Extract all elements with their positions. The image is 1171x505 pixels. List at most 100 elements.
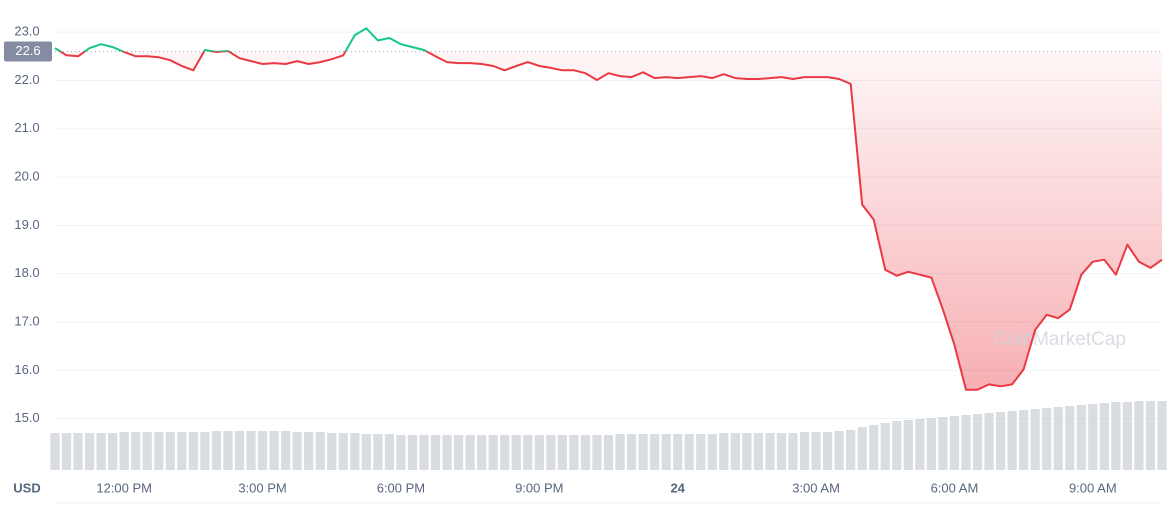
volume-bar (142, 432, 152, 470)
x-tick-label: 6:00 AM (931, 480, 979, 495)
watermark: CoinMarketCap (994, 329, 1126, 350)
price-line (54, 27, 1163, 391)
volume-bar (1134, 401, 1144, 470)
volume-bar (915, 419, 925, 470)
volume-bar (430, 435, 441, 470)
volume-bar (119, 432, 129, 470)
y-tick-label: 16.0 (14, 362, 39, 377)
volume-bar (626, 434, 637, 470)
volume-bar (327, 433, 337, 470)
volume-bar (696, 434, 706, 470)
volume-bar (61, 433, 72, 470)
volume-bar (834, 431, 844, 470)
volume-bar (442, 435, 452, 470)
volume-bar (50, 433, 60, 470)
y-tick-label: 21.0 (14, 120, 39, 135)
volume-bar (1053, 407, 1063, 470)
volume-bar (846, 430, 856, 470)
volume-bar (650, 434, 660, 470)
volume-bar (465, 435, 475, 470)
y-tick-label: 20.0 (14, 169, 39, 184)
volume-bar (995, 412, 1006, 470)
volume-bar (972, 414, 983, 470)
volume-bar (1145, 401, 1156, 470)
y-tick-label: 15.0 (14, 410, 39, 425)
volume-bar (926, 418, 936, 470)
volume-bar (534, 435, 544, 470)
volume-bar (257, 431, 268, 470)
volume-bar (96, 433, 106, 470)
x-tick-label: 6:00 PM (377, 480, 425, 495)
volume-bar (730, 433, 740, 470)
volume-bar (638, 434, 648, 470)
volume-bar (246, 431, 256, 470)
volume-bar (361, 434, 371, 470)
volume-bar (1099, 403, 1109, 470)
volume-bar (569, 435, 579, 470)
volume-bar (765, 433, 775, 470)
volume-bar (580, 435, 591, 470)
volume-bar (281, 431, 291, 470)
volume-bar (776, 433, 787, 470)
volume-bar (949, 416, 960, 470)
volume-bar (396, 435, 406, 470)
volume-bar (1111, 402, 1121, 470)
volume-bar (292, 432, 302, 470)
volume-bar (788, 433, 798, 470)
volume-bar (350, 433, 360, 470)
volume-bar (453, 435, 464, 470)
volume-bar (154, 432, 164, 470)
volume-bar (1076, 405, 1086, 470)
volume-bar (131, 432, 141, 470)
y-tick-label: 18.0 (14, 265, 39, 280)
volume-bar (546, 435, 556, 470)
x-tick-label: 3:00 AM (792, 480, 840, 495)
baseline-label: 22.6 (15, 43, 40, 58)
volume-bar (1065, 406, 1075, 470)
currency-label: USD (13, 480, 40, 495)
volume-bar (1088, 404, 1098, 470)
volume-bar (961, 415, 971, 470)
volume-bar (615, 434, 625, 470)
volume-bar (984, 413, 994, 470)
y-tick-label: 17.0 (14, 313, 39, 328)
volume-bar (200, 432, 210, 470)
volume-bar (592, 435, 602, 470)
volume-bar (165, 432, 175, 470)
volume-bar (811, 432, 821, 470)
volume-bar (177, 432, 187, 470)
volume-bar (719, 433, 729, 470)
volume-bar (211, 431, 222, 470)
volume-bar (707, 434, 717, 470)
volume-bar (373, 434, 383, 470)
volume-bar (557, 435, 567, 470)
volume-bar (477, 435, 487, 470)
volume-bar (603, 435, 614, 470)
volume-bar (500, 435, 510, 470)
volume-bar (938, 417, 948, 470)
volume-bar (304, 432, 314, 470)
area-fill (60, 51, 1162, 390)
volume-bar (857, 427, 867, 470)
volume-bar (223, 431, 233, 470)
baseline-badge (4, 41, 52, 62)
volume-bar (188, 432, 198, 470)
volume-bar (269, 431, 279, 470)
volume-bar (1042, 408, 1052, 470)
volume-bar (742, 433, 752, 470)
volume-bar (822, 432, 833, 470)
volume-bar (234, 431, 245, 470)
volume-bar (1030, 409, 1040, 470)
x-tick-label: 9:00 PM (515, 480, 563, 495)
volume-bar (892, 421, 902, 470)
volume-bar (903, 420, 913, 470)
volume-bar (84, 433, 95, 470)
volume-bar (315, 432, 325, 470)
volume-bar (1007, 411, 1017, 470)
y-tick-label: 19.0 (14, 217, 39, 232)
y-tick-label: 23.0 (14, 24, 39, 39)
volume-bar (523, 435, 533, 470)
volume-bar (338, 433, 348, 470)
volume-bar (753, 433, 764, 470)
